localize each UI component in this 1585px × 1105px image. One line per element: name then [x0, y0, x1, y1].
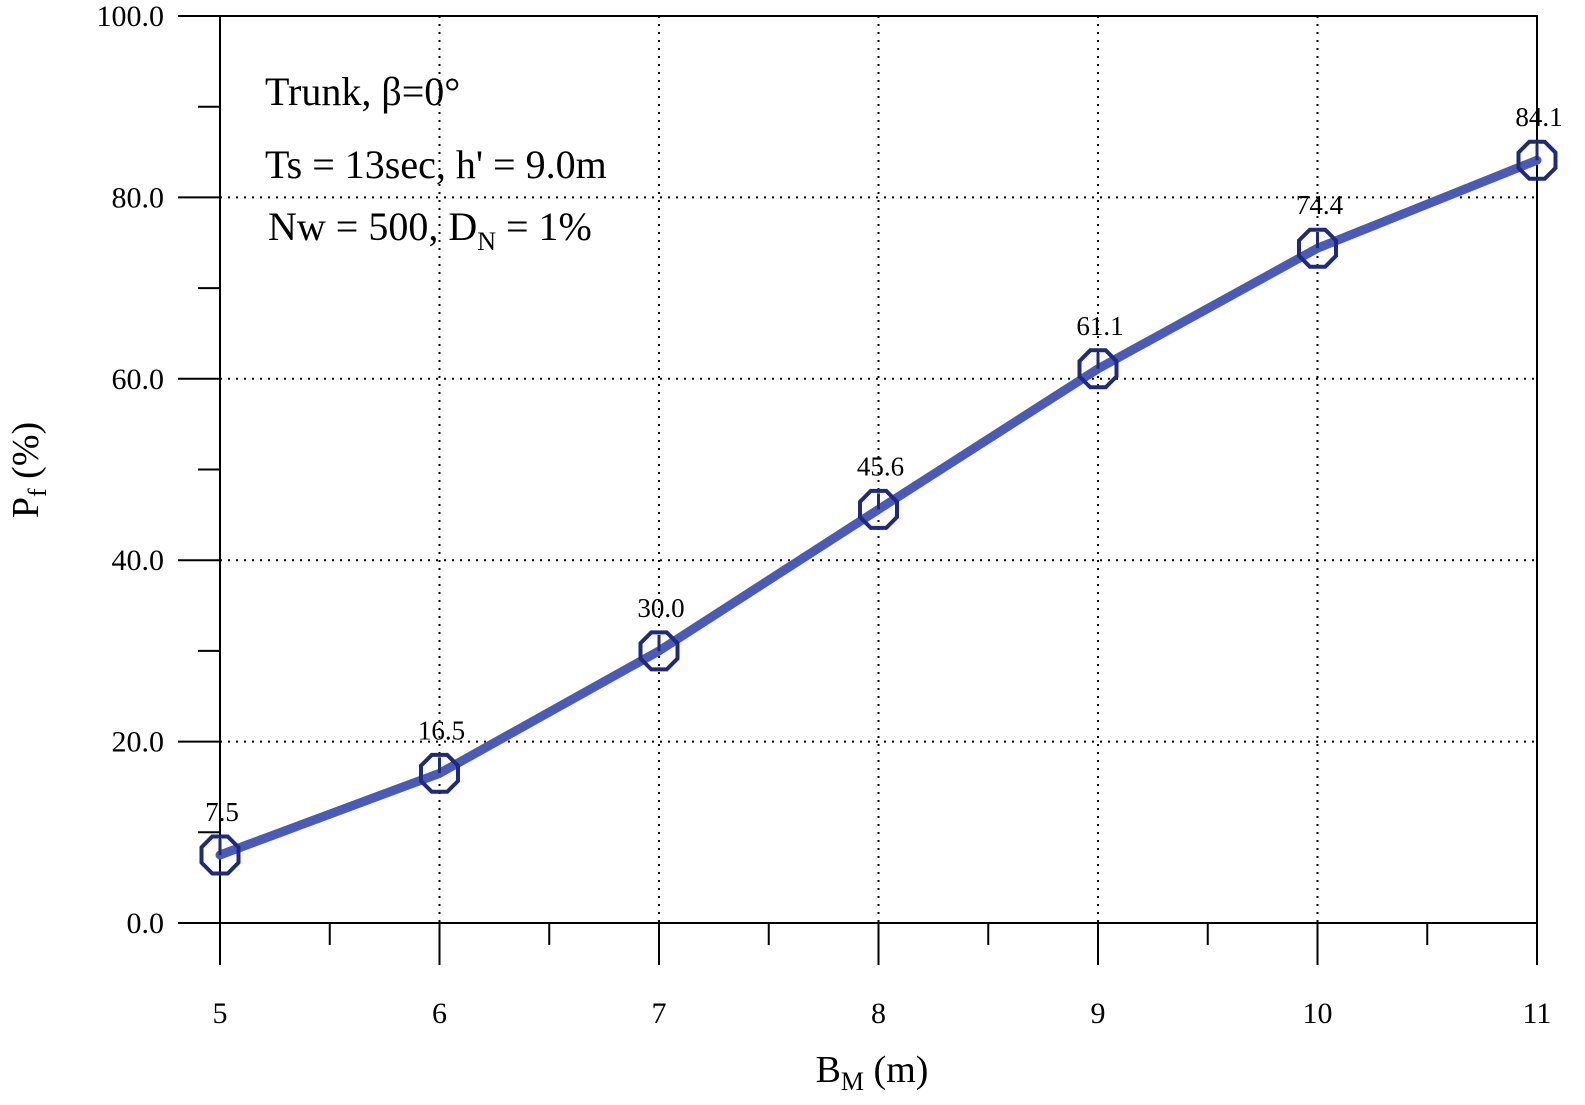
data-label: 45.6	[857, 451, 904, 481]
data-point	[419, 752, 460, 794]
data-label: 84.1	[1515, 102, 1562, 132]
y-tick-label: 20.0	[112, 726, 165, 759]
annotation-line-2: Ts = 13sec, h' = 9.0m	[265, 142, 607, 187]
x-tick-label: 7	[652, 997, 667, 1030]
x-tick-label: 10	[1303, 997, 1333, 1030]
axes: 0.0 20.0 40.0 60.0 80.0 100.0 5 6 7 8 9 10 11	[97, 0, 1552, 1030]
point-marker	[199, 834, 241, 876]
y-axis-label: Pf (%)	[5, 422, 52, 518]
x-tick-label: 11	[1523, 997, 1552, 1030]
annotation-line-3: Nw = 500, DN = 1%	[268, 204, 592, 256]
point-marker	[1077, 348, 1119, 390]
data-point	[1297, 227, 1338, 269]
markers	[199, 139, 1558, 876]
point-marker	[1297, 227, 1338, 269]
x-tick-label: 8	[871, 997, 886, 1030]
data-point	[1077, 348, 1119, 390]
y-tick-label: 60.0	[112, 363, 165, 396]
data-point	[1516, 139, 1558, 181]
x-tick-label: 5	[213, 997, 228, 1030]
y-tick-label: 80.0	[112, 181, 165, 214]
point-marker	[419, 752, 460, 794]
annotation-line-1: Trunk, β=0°	[265, 69, 460, 114]
point-marker	[1516, 139, 1558, 181]
data-labels: 7.5 16.5 30.0 45.6 61.1 74.4 84.1	[205, 102, 1563, 827]
data-point	[638, 630, 680, 672]
point-marker	[638, 630, 680, 672]
x-axis-label: BM (m)	[816, 1049, 929, 1096]
y-tick-label: 100.0	[97, 0, 165, 33]
data-point	[199, 834, 241, 876]
point-marker	[858, 488, 899, 530]
y-tick-label: 40.0	[112, 544, 165, 577]
y-tick-label: 0.0	[127, 907, 165, 940]
grid	[220, 16, 1537, 923]
data-point	[858, 488, 899, 530]
data-label: 61.1	[1076, 311, 1123, 341]
annotation-block: Trunk, β=0° Ts = 13sec, h' = 9.0m Nw = 5…	[265, 69, 607, 256]
data-label: 74.4	[1296, 190, 1344, 220]
data-label: 7.5	[205, 797, 239, 827]
x-tick-label: 6	[432, 997, 447, 1030]
data-label: 16.5	[418, 715, 465, 745]
data-label: 30.0	[637, 593, 684, 623]
x-tick-label: 9	[1091, 997, 1106, 1030]
